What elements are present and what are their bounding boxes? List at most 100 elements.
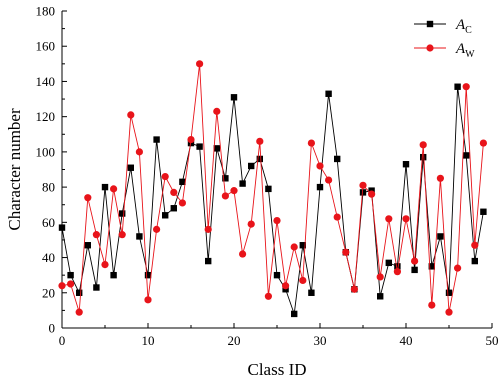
data-point [205, 257, 212, 265]
data-point [445, 289, 453, 296]
data-point [428, 263, 435, 270]
data-point [178, 199, 186, 207]
legend-item: AC [414, 17, 472, 36]
y-tick-label: 40 [42, 250, 55, 265]
series-layer [58, 60, 487, 318]
x-tick-label: 40 [400, 333, 413, 348]
data-point [230, 187, 238, 195]
data-point [368, 190, 376, 198]
data-point [75, 308, 83, 316]
data-point [230, 94, 238, 101]
data-point [299, 276, 307, 285]
data-point [463, 152, 470, 159]
data-point [411, 257, 419, 265]
data-point [325, 90, 332, 97]
data-point [213, 107, 221, 115]
data-point [196, 143, 203, 150]
data-point [264, 292, 272, 300]
data-point [256, 155, 263, 163]
y-axis-label: Character number [5, 108, 24, 231]
data-point [127, 111, 135, 119]
x-tick-label: 20 [228, 333, 241, 348]
data-point [479, 139, 487, 147]
data-point [84, 194, 92, 202]
y-tick-label: 80 [42, 180, 55, 195]
data-point [308, 289, 315, 296]
data-point [204, 225, 212, 233]
legend-label-main: A [455, 17, 466, 33]
data-point [299, 242, 306, 249]
y-tick-label: 60 [42, 215, 55, 230]
data-point [342, 248, 350, 256]
data-point [187, 135, 195, 144]
y-tick-label: 140 [36, 74, 56, 89]
data-point [67, 280, 75, 288]
data-point [265, 185, 272, 193]
data-point [377, 293, 384, 300]
data-point [196, 60, 204, 68]
series-c [58, 83, 487, 318]
data-point [170, 205, 177, 212]
data-point [385, 259, 392, 267]
legend-marker [426, 20, 434, 28]
legend-label-subscript: W [465, 49, 475, 60]
data-point [144, 271, 152, 279]
data-point [118, 231, 126, 239]
data-point [394, 263, 401, 270]
ticks: 0 10 20 30 40 50 0 20 40 60 80 100 120 140 160 180 [36, 4, 498, 349]
data-point [402, 161, 410, 168]
data-point [420, 153, 427, 161]
data-point [101, 261, 109, 269]
y-tick-label: 160 [36, 39, 56, 54]
y-tick-label: 0 [49, 321, 56, 336]
y-tick-label: 180 [36, 4, 56, 19]
x-tick-label: 0 [59, 333, 66, 348]
legend-item: AW [414, 41, 475, 60]
data-point [419, 141, 427, 149]
data-point [110, 271, 117, 279]
data-point [273, 216, 281, 225]
data-point [411, 266, 418, 274]
x-tick-label: 10 [142, 333, 155, 348]
data-point [316, 162, 324, 170]
series-line [61, 86, 484, 315]
data-point [402, 215, 410, 223]
data-point [256, 137, 264, 145]
data-point [333, 213, 341, 221]
data-point [393, 268, 401, 276]
data-point [221, 192, 229, 200]
data-point [359, 189, 367, 196]
data-point [170, 188, 178, 196]
data-point [376, 273, 384, 281]
data-point [119, 210, 126, 217]
data-point [153, 136, 160, 143]
data-point [359, 181, 367, 189]
data-point [162, 212, 169, 219]
data-point [161, 172, 169, 181]
y-tick-label: 100 [36, 144, 56, 159]
legend-label: AW [455, 41, 475, 60]
data-point [273, 271, 281, 279]
data-point [58, 224, 66, 231]
data-point [93, 284, 100, 291]
data-point [436, 174, 444, 182]
data-point [92, 231, 100, 239]
data-point [179, 178, 186, 186]
data-point [290, 243, 298, 251]
data-point [239, 250, 247, 258]
data-point [291, 310, 298, 318]
data-point [454, 83, 461, 90]
data-point [480, 208, 487, 215]
data-point [462, 83, 470, 91]
data-point [325, 176, 333, 184]
data-point [471, 257, 478, 265]
data-point [58, 282, 66, 290]
data-point [101, 183, 109, 191]
series-w [58, 60, 487, 316]
data-point [136, 233, 143, 240]
data-point [153, 225, 161, 233]
data-point [135, 148, 143, 156]
y-tick-label: 20 [42, 285, 55, 300]
